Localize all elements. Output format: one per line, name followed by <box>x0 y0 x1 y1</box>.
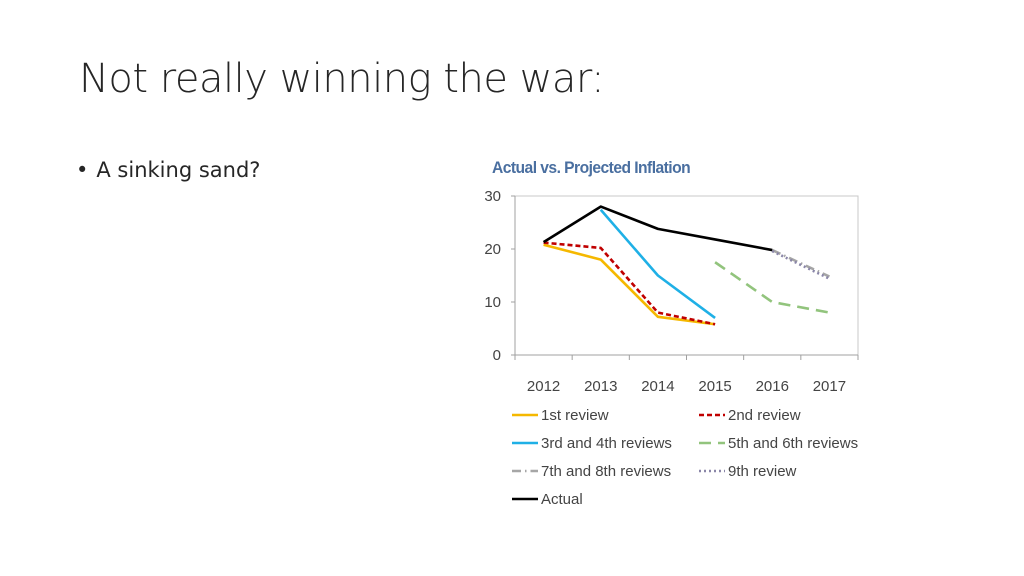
bullet-item: • A sinking sand? <box>76 158 260 182</box>
legend-label-5th-and-6th-reviews: 5th and 6th reviews <box>728 435 858 452</box>
legend-label-7th-and-8th-reviews: 7th and 8th reviews <box>541 463 671 480</box>
series-line-5th-and-6th-reviews <box>714 261 830 314</box>
x-tick-label: 2017 <box>813 378 846 395</box>
series-line-3rd-and-4th-reviews <box>599 208 716 319</box>
plot-frame <box>514 195 859 356</box>
legend-label-1st-review: 1st review <box>541 407 609 424</box>
legend-label-9th-review: 9th review <box>728 463 797 480</box>
x-tick-label: 2014 <box>641 378 674 395</box>
y-tick-label: 20 <box>484 241 501 258</box>
series-line-9th-review <box>771 249 830 280</box>
y-tick-label: 30 <box>484 188 501 205</box>
slide-title: Not really winning the war: <box>79 56 605 102</box>
series-line-2nd-review <box>543 241 716 326</box>
x-tick-label: 2015 <box>698 378 731 395</box>
y-tick-label: 10 <box>484 294 501 311</box>
x-tick-label: 2013 <box>584 378 617 395</box>
inflation-line-chart: 0 10 20 30 2012 2013 2014 2015 2016 2017 1st revie… <box>484 188 859 508</box>
series-line-1st-review <box>543 243 716 326</box>
bullet-marker: • <box>76 158 89 182</box>
legend-label-actual: Actual <box>541 491 583 508</box>
bullet-text: A sinking sand? <box>96 158 261 182</box>
x-tick-label: 2016 <box>756 378 789 395</box>
series-line-actual <box>542 205 773 252</box>
legend-label-2nd-review: 2nd review <box>728 407 801 424</box>
series-line-7th-and-8th-reviews <box>771 248 830 278</box>
legend-label-3rd-and-4th-reviews: 3rd and 4th reviews <box>541 435 672 452</box>
chart-title: Actual vs. Projected Inflation <box>492 158 691 177</box>
y-tick-label: 0 <box>493 347 501 364</box>
x-tick-label: 2012 <box>527 378 560 395</box>
